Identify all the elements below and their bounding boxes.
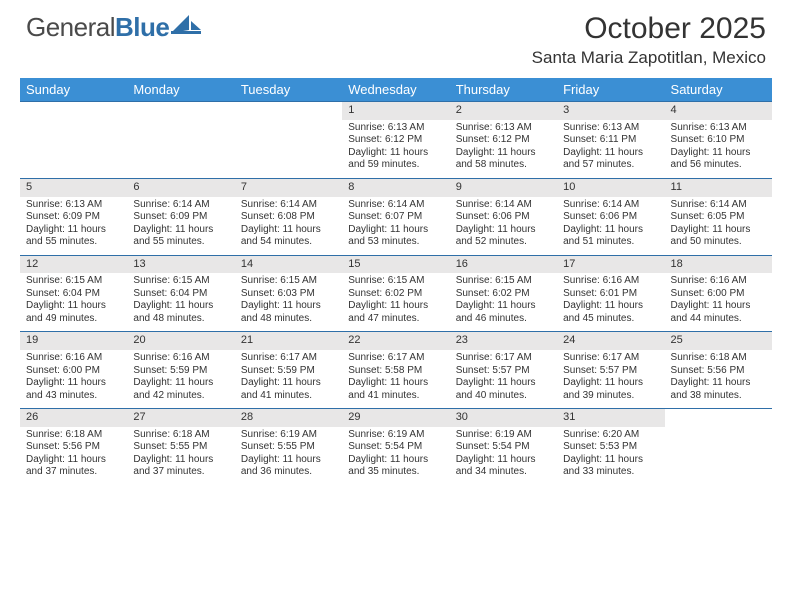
week-info-row: Sunrise: 6:13 AMSunset: 6:12 PMDaylight:… (20, 120, 772, 179)
day-info-cell: Sunrise: 6:17 AMSunset: 5:59 PMDaylight:… (235, 350, 342, 409)
weekday-header: Wednesday (342, 78, 449, 102)
day-number-cell: 11 (665, 178, 772, 196)
week-daynum-row: 567891011 (20, 178, 772, 196)
day-number-cell: 4 (665, 102, 772, 120)
day-number-cell: 27 (127, 409, 234, 427)
day-info-cell: Sunrise: 6:14 AMSunset: 6:09 PMDaylight:… (127, 197, 234, 256)
day-number-cell (20, 102, 127, 120)
weekday-header: Tuesday (235, 78, 342, 102)
day-number-cell: 7 (235, 178, 342, 196)
month-title: October 2025 (532, 12, 766, 46)
day-info-cell: Sunrise: 6:18 AMSunset: 5:55 PMDaylight:… (127, 427, 234, 485)
logo-part2: Blue (115, 12, 169, 42)
day-info-cell: Sunrise: 6:13 AMSunset: 6:09 PMDaylight:… (20, 197, 127, 256)
week-info-row: Sunrise: 6:16 AMSunset: 6:00 PMDaylight:… (20, 350, 772, 409)
day-info-cell: Sunrise: 6:13 AMSunset: 6:12 PMDaylight:… (450, 120, 557, 179)
day-number-cell: 30 (450, 409, 557, 427)
day-info-cell: Sunrise: 6:19 AMSunset: 5:54 PMDaylight:… (342, 427, 449, 485)
week-daynum-row: 19202122232425 (20, 332, 772, 350)
day-number-cell: 6 (127, 178, 234, 196)
weekday-header: Sunday (20, 78, 127, 102)
logo-part1: General (26, 12, 115, 42)
week-info-row: Sunrise: 6:13 AMSunset: 6:09 PMDaylight:… (20, 197, 772, 256)
day-info-cell: Sunrise: 6:13 AMSunset: 6:12 PMDaylight:… (342, 120, 449, 179)
day-info-cell: Sunrise: 6:16 AMSunset: 6:00 PMDaylight:… (665, 273, 772, 332)
day-info-cell: Sunrise: 6:16 AMSunset: 5:59 PMDaylight:… (127, 350, 234, 409)
logo-text: GeneralBlue (26, 12, 169, 43)
day-info-cell: Sunrise: 6:20 AMSunset: 5:53 PMDaylight:… (557, 427, 664, 485)
day-number-cell: 14 (235, 255, 342, 273)
day-number-cell: 15 (342, 255, 449, 273)
day-info-cell: Sunrise: 6:18 AMSunset: 5:56 PMDaylight:… (665, 350, 772, 409)
day-number-cell (235, 102, 342, 120)
day-info-cell (127, 120, 234, 179)
weekday-header: Monday (127, 78, 234, 102)
day-info-cell: Sunrise: 6:13 AMSunset: 6:10 PMDaylight:… (665, 120, 772, 179)
day-info-cell: Sunrise: 6:15 AMSunset: 6:02 PMDaylight:… (342, 273, 449, 332)
day-number-cell: 24 (557, 332, 664, 350)
day-info-cell (20, 120, 127, 179)
week-info-row: Sunrise: 6:15 AMSunset: 6:04 PMDaylight:… (20, 273, 772, 332)
day-info-cell: Sunrise: 6:15 AMSunset: 6:03 PMDaylight:… (235, 273, 342, 332)
weekday-header-row: SundayMondayTuesdayWednesdayThursdayFrid… (20, 78, 772, 102)
sail-icon (171, 15, 201, 35)
title-block: October 2025 Santa Maria Zapotitlan, Mex… (532, 12, 766, 68)
day-info-cell: Sunrise: 6:19 AMSunset: 5:54 PMDaylight:… (450, 427, 557, 485)
weekday-header: Friday (557, 78, 664, 102)
day-info-cell: Sunrise: 6:14 AMSunset: 6:08 PMDaylight:… (235, 197, 342, 256)
day-info-cell: Sunrise: 6:16 AMSunset: 6:00 PMDaylight:… (20, 350, 127, 409)
day-info-cell: Sunrise: 6:14 AMSunset: 6:07 PMDaylight:… (342, 197, 449, 256)
day-info-cell: Sunrise: 6:17 AMSunset: 5:58 PMDaylight:… (342, 350, 449, 409)
day-number-cell: 19 (20, 332, 127, 350)
day-number-cell: 16 (450, 255, 557, 273)
day-info-cell: Sunrise: 6:19 AMSunset: 5:55 PMDaylight:… (235, 427, 342, 485)
day-number-cell: 31 (557, 409, 664, 427)
day-number-cell: 13 (127, 255, 234, 273)
day-number-cell: 28 (235, 409, 342, 427)
day-number-cell: 2 (450, 102, 557, 120)
day-number-cell: 21 (235, 332, 342, 350)
header: GeneralBlue October 2025 Santa Maria Zap… (0, 0, 792, 72)
day-number-cell: 8 (342, 178, 449, 196)
day-info-cell: Sunrise: 6:15 AMSunset: 6:04 PMDaylight:… (20, 273, 127, 332)
day-info-cell: Sunrise: 6:14 AMSunset: 6:06 PMDaylight:… (450, 197, 557, 256)
day-number-cell: 10 (557, 178, 664, 196)
day-number-cell: 20 (127, 332, 234, 350)
day-number-cell: 29 (342, 409, 449, 427)
day-number-cell (127, 102, 234, 120)
day-number-cell: 22 (342, 332, 449, 350)
calendar-table: SundayMondayTuesdayWednesdayThursdayFrid… (20, 78, 772, 485)
day-info-cell: Sunrise: 6:17 AMSunset: 5:57 PMDaylight:… (557, 350, 664, 409)
weekday-header: Saturday (665, 78, 772, 102)
day-info-cell: Sunrise: 6:15 AMSunset: 6:04 PMDaylight:… (127, 273, 234, 332)
day-number-cell: 23 (450, 332, 557, 350)
location-subtitle: Santa Maria Zapotitlan, Mexico (532, 48, 766, 68)
day-info-cell (665, 427, 772, 485)
day-number-cell: 17 (557, 255, 664, 273)
day-info-cell: Sunrise: 6:14 AMSunset: 6:06 PMDaylight:… (557, 197, 664, 256)
week-daynum-row: 1234 (20, 102, 772, 120)
day-info-cell: Sunrise: 6:13 AMSunset: 6:11 PMDaylight:… (557, 120, 664, 179)
day-number-cell: 25 (665, 332, 772, 350)
week-daynum-row: 12131415161718 (20, 255, 772, 273)
day-info-cell (235, 120, 342, 179)
day-number-cell (665, 409, 772, 427)
day-number-cell: 5 (20, 178, 127, 196)
weekday-header: Thursday (450, 78, 557, 102)
day-info-cell: Sunrise: 6:15 AMSunset: 6:02 PMDaylight:… (450, 273, 557, 332)
day-number-cell: 3 (557, 102, 664, 120)
day-number-cell: 12 (20, 255, 127, 273)
day-info-cell: Sunrise: 6:17 AMSunset: 5:57 PMDaylight:… (450, 350, 557, 409)
day-info-cell: Sunrise: 6:14 AMSunset: 6:05 PMDaylight:… (665, 197, 772, 256)
brand-logo: GeneralBlue (26, 12, 201, 43)
week-daynum-row: 262728293031 (20, 409, 772, 427)
day-number-cell: 26 (20, 409, 127, 427)
day-info-cell: Sunrise: 6:16 AMSunset: 6:01 PMDaylight:… (557, 273, 664, 332)
day-number-cell: 18 (665, 255, 772, 273)
day-number-cell: 9 (450, 178, 557, 196)
day-number-cell: 1 (342, 102, 449, 120)
day-info-cell: Sunrise: 6:18 AMSunset: 5:56 PMDaylight:… (20, 427, 127, 485)
week-info-row: Sunrise: 6:18 AMSunset: 5:56 PMDaylight:… (20, 427, 772, 485)
